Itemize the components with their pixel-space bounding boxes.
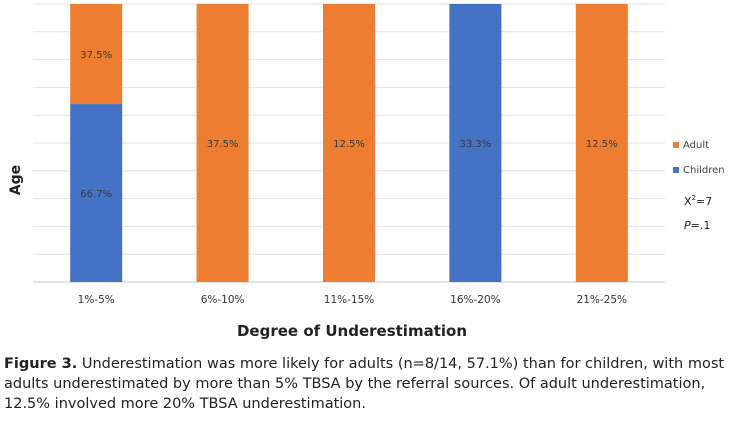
x-tick-label: 1%-5% (78, 294, 115, 306)
caption-label: Figure 3. (4, 356, 78, 372)
y-axis-title: Age (8, 165, 24, 195)
legend-swatch-adult (673, 142, 679, 148)
x-tick-labels: 1%-5% 6%-10% 11%-15% 16%-20% 21%-25% (78, 294, 627, 306)
bar-adult-3 (323, 4, 375, 282)
x-tick-label: 6%-10% (201, 294, 245, 306)
bar-adult-5 (575, 4, 628, 282)
chi-square-annotation: X2=7 (684, 194, 712, 208)
bar-value-label: 12.5% (586, 139, 618, 150)
bars: 66.7% 37.5% 37.5% 12.5% 33.3% 12.5% (70, 4, 628, 283)
bar-value-label: 12.5% (333, 139, 365, 150)
x-tick-label: 21%-25% (577, 294, 627, 306)
bar-value-label: 33.3% (460, 139, 492, 150)
stat-annotations: X2=7 P=.1 (684, 194, 712, 232)
caption-text: Underestimation was more likely for adul… (4, 356, 725, 412)
bar-value-label: 66.7% (80, 189, 112, 200)
bar-children-4 (449, 4, 502, 282)
p-value-annotation: P=.1 (684, 219, 710, 232)
x-tick-label: 11%-15% (324, 294, 374, 306)
legend-label-adult: Adult (683, 140, 709, 151)
bar-adult-1 (70, 4, 123, 105)
legend-swatch-children (673, 167, 679, 173)
bar-value-label: 37.5% (207, 139, 239, 150)
bar-adult-2 (196, 4, 249, 282)
legend: Adult Children (673, 140, 725, 176)
bar-value-label: 37.5% (80, 50, 112, 61)
x-axis-title: Degree of Underestimation (237, 322, 467, 340)
figure-caption: Figure 3. Underestimation was more likel… (4, 354, 740, 414)
bar-children-1 (70, 104, 123, 283)
x-tick-label: 16%-20% (450, 294, 500, 306)
legend-label-children: Children (683, 165, 725, 176)
stacked-bar-chart: 66.7% 37.5% 37.5% 12.5% 33.3% 12.5% 1%-5% 6%-1… (8, 3, 725, 340)
